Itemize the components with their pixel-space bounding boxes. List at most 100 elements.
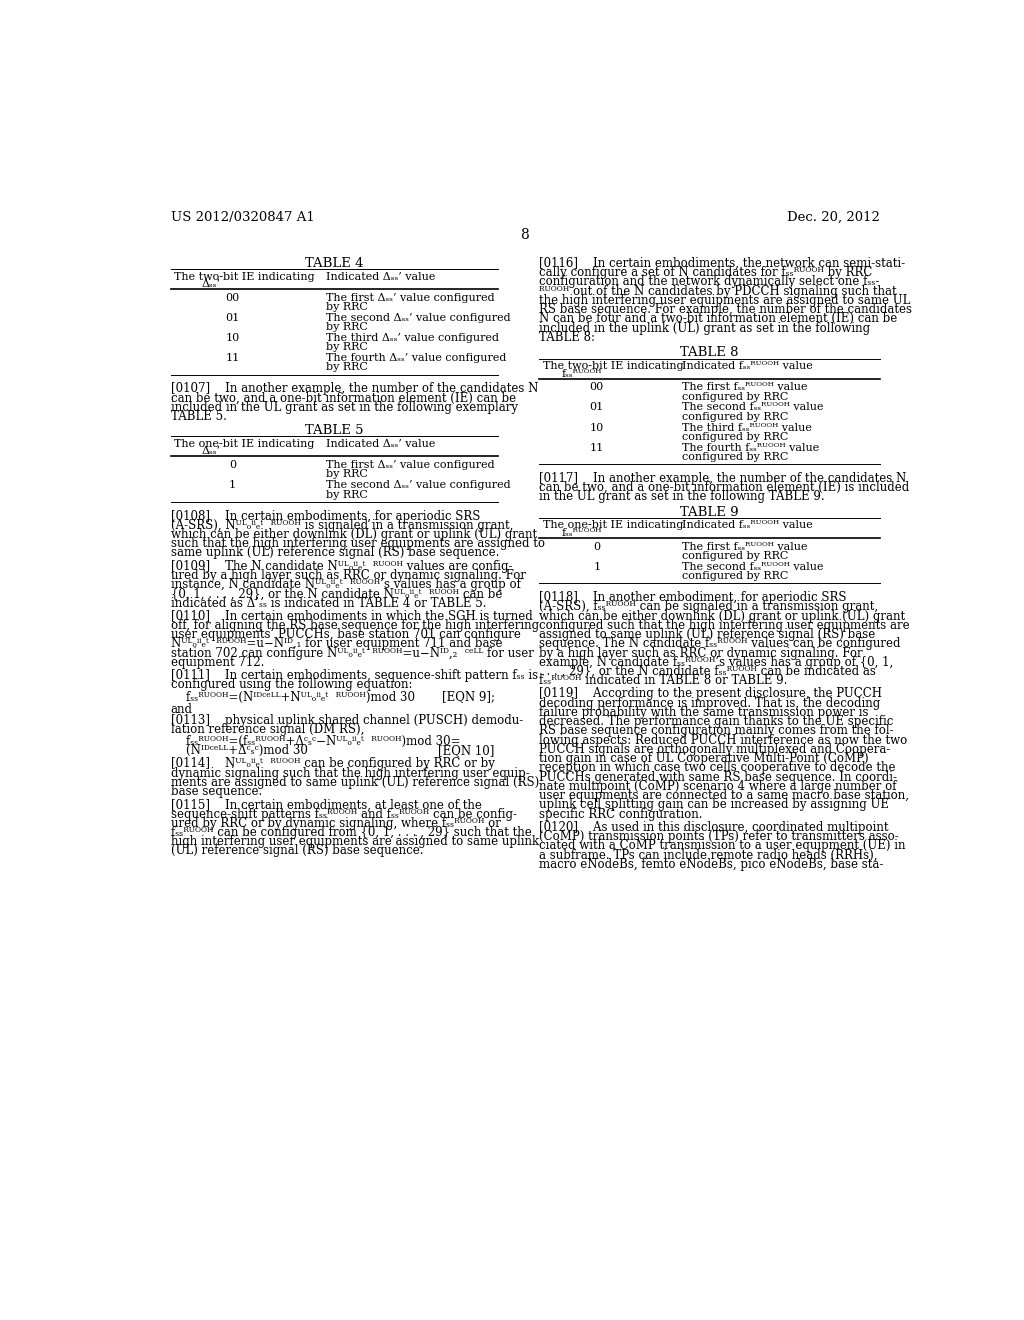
Text: US 2012/0320847 A1: US 2012/0320847 A1	[171, 211, 314, 224]
Text: The two-bit IE indicating: The two-bit IE indicating	[543, 360, 683, 371]
Text: [0107]    In another example, the number of the candidates N: [0107] In another example, the number of…	[171, 383, 538, 396]
Text: base sequence.: base sequence.	[171, 785, 262, 799]
Text: 1: 1	[593, 562, 600, 572]
Text: configured by RRC: configured by RRC	[682, 392, 788, 401]
Text: [0109]    The N candidate Nᵁᴸₒⁱⁱₑᵗ  ᴿᵁᴼᴼᴴ values are config-: [0109] The N candidate Nᵁᴸₒⁱⁱₑᵗ ᴿᵁᴼᴼᴴ va…	[171, 560, 512, 573]
Text: TABLE 8: TABLE 8	[680, 346, 738, 359]
Text: configuration and the network dynamically select one fₛₛ-: configuration and the network dynamicall…	[539, 276, 880, 289]
Text: fₛₛᴿᵁᴼᴼᴴ indicated in TABLE 8 or TABLE 9.: fₛₛᴿᵁᴼᴼᴴ indicated in TABLE 8 or TABLE 9…	[539, 675, 787, 688]
Text: The second fₛₛᴿᵁᴼᴼᴴ value: The second fₛₛᴿᵁᴼᴼᴴ value	[682, 562, 823, 572]
Text: The second Δₛₛ’ value configured: The second Δₛₛ’ value configured	[326, 313, 510, 323]
Text: [0115]    In certain embodiments, at least one of the: [0115] In certain embodiments, at least …	[171, 799, 481, 812]
Text: decoding performance is improved. That is, the decoding: decoding performance is improved. That i…	[539, 697, 880, 710]
Text: [0116]    In certain embodiments, the network can semi-stati-: [0116] In certain embodiments, the netwo…	[539, 257, 905, 271]
Text: TABLE 4: TABLE 4	[305, 257, 364, 271]
Text: 00: 00	[590, 383, 604, 392]
Text: 0: 0	[593, 543, 600, 552]
Text: included in the UL grant as set in the following exemplary: included in the UL grant as set in the f…	[171, 401, 517, 414]
Text: [0110]    In certain embodiments in which the SGH is turned: [0110] In certain embodiments in which t…	[171, 610, 532, 623]
Text: configured by RRC: configured by RRC	[682, 432, 788, 442]
Text: Δₛₛ’: Δₛₛ’	[202, 446, 220, 457]
Text: TABLE 5: TABLE 5	[305, 424, 364, 437]
Text: Indicated fₛₛᴿᵁᴼᴼᴴ value: Indicated fₛₛᴿᵁᴼᴼᴴ value	[682, 520, 813, 531]
Text: [0120]    As used in this disclosure, coordinated multipoint: [0120] As used in this disclosure, coord…	[539, 821, 888, 834]
Text: ments are assigned to same uplink (UL) reference signal (RS): ments are assigned to same uplink (UL) r…	[171, 776, 539, 789]
Text: which can be either downlink (DL) grant or uplink (UL) grant: which can be either downlink (DL) grant …	[171, 528, 537, 541]
Text: The fourth fₛₛᴿᵁᴼᴼᴴ value: The fourth fₛₛᴿᵁᴼᴼᴴ value	[682, 442, 819, 453]
Text: macro eNodeBs, femto eNodeBs, pico eNodeBs, base sta-: macro eNodeBs, femto eNodeBs, pico eNode…	[539, 858, 883, 871]
Text: N can be four and a two-bit information element (IE) can be: N can be four and a two-bit information …	[539, 313, 897, 326]
Text: RS base sequence. For example, the number of the candidates: RS base sequence. For example, the numbe…	[539, 304, 911, 317]
Text: nate multipoint (CoMP) scenario 4 where a large number of: nate multipoint (CoMP) scenario 4 where …	[539, 780, 896, 793]
Text: fₛₛᴿᵁᴼᴼᴴ: fₛₛᴿᵁᴼᴼᴴ	[562, 368, 602, 379]
Text: ured by RRC or by dynamic signaling, where fₛₛᴿᵁᴼᴼᴴ or: ured by RRC or by dynamic signaling, whe…	[171, 817, 501, 830]
Text: can be two, and a one-bit information element (IE) is included: can be two, and a one-bit information el…	[539, 480, 909, 494]
Text: The second fₛₛᴿᵁᴼᴼᴴ value: The second fₛₛᴿᵁᴼᴼᴴ value	[682, 403, 823, 412]
Text: . . . , 29}, or the N candidate fₛₛᴿᵁᴼᴼᴴ can be indicated as: . . . , 29}, or the N candidate fₛₛᴿᵁᴼᴼᴴ…	[539, 665, 876, 678]
Text: [0108]    In certain embodiments, for aperiodic SRS: [0108] In certain embodiments, for aperi…	[171, 510, 480, 523]
Text: 10: 10	[590, 422, 604, 433]
Text: fₛₛᴿᵁᴼᴼᴴ=(Nᴵᴰᶜᵉᴸᴸ+Nᵁᴸₒⁱⁱₑᵗ  ᴿᵁᴼᴼᴴ)mod 30: fₛₛᴿᵁᴼᴼᴴ=(Nᴵᴰᶜᵉᴸᴸ+Nᵁᴸₒⁱⁱₑᵗ ᴿᵁᴼᴼᴴ)mod 30	[186, 690, 415, 704]
Text: configured by RRC: configured by RRC	[682, 552, 788, 561]
Text: high interfering user equipments are assigned to same uplink: high interfering user equipments are ass…	[171, 836, 539, 849]
Text: 01: 01	[590, 403, 604, 412]
Text: configured such that the high interfering user equipments are: configured such that the high interferin…	[539, 619, 909, 632]
Text: configured by RRC: configured by RRC	[682, 412, 788, 421]
Text: sequence-shift patterns fₛₛᴿᵁᴼᴼᴴ and fₛₛᴿᵁᴼᴼᴴ can be config-: sequence-shift patterns fₛₛᴿᵁᴼᴼᴴ and fₛₛ…	[171, 808, 517, 821]
Text: [0118]    In another embodiment, for aperiodic SRS: [0118] In another embodiment, for aperio…	[539, 591, 846, 605]
Text: cally configure a set of N candidates for fₛₛᴿᵁᴼᴼᴴ by RRC: cally configure a set of N candidates fo…	[539, 267, 872, 280]
Text: by RRC: by RRC	[326, 363, 368, 372]
Text: The third fₛₛᴿᵁᴼᴼᴴ value: The third fₛₛᴿᵁᴼᴼᴴ value	[682, 422, 812, 433]
Text: such that the high interfering user equipments are assigned to: such that the high interfering user equi…	[171, 537, 545, 550]
Text: 11: 11	[225, 354, 240, 363]
Text: tion gain in case of UL Cooperative Multi-Point (CoMP): tion gain in case of UL Cooperative Mult…	[539, 752, 868, 766]
Text: The second Δₛₛ’ value configured: The second Δₛₛ’ value configured	[326, 480, 510, 490]
Text: 0: 0	[229, 461, 237, 470]
Text: by RRC: by RRC	[326, 342, 368, 352]
Text: configured by RRC: configured by RRC	[682, 572, 788, 581]
Text: equipment 712.: equipment 712.	[171, 656, 264, 669]
Text: which can be either downlink (DL) grant or uplink (UL) grant: which can be either downlink (DL) grant …	[539, 610, 905, 623]
Text: the high interfering user equipments are assigned to same UL: the high interfering user equipments are…	[539, 294, 910, 308]
Text: ciated with a CoMP transmission to a user equipment (UE) in: ciated with a CoMP transmission to a use…	[539, 840, 905, 853]
Text: TABLE 9: TABLE 9	[680, 506, 738, 519]
Text: The one-bit IE indicating: The one-bit IE indicating	[174, 438, 314, 449]
Text: in the UL grant as set in the following TABLE 9.: in the UL grant as set in the following …	[539, 490, 824, 503]
Text: dynamic signaling such that the high interfering user equip-: dynamic signaling such that the high int…	[171, 767, 529, 780]
Text: configured by RRC: configured by RRC	[682, 451, 788, 462]
Text: (A-SRS), fₛₛᴿᵁᴼᴼᴴ can be signaled in a transmission grant,: (A-SRS), fₛₛᴿᵁᴼᴼᴴ can be signaled in a t…	[539, 601, 878, 614]
Text: [0117]    In another example, the number of the candidates N: [0117] In another example, the number of…	[539, 471, 906, 484]
Text: fₛₛᴿᵁᴼᴼᴴ can be configured from {0, 1, . . . , 29} such that the: fₛₛᴿᵁᴼᴼᴴ can be configured from {0, 1, .…	[171, 826, 531, 840]
Text: reception in which case two cells cooperative to decode the: reception in which case two cells cooper…	[539, 762, 895, 775]
Text: indicated as Δ’ₛₛ is indicated in TABLE 4 or TABLE 5.: indicated as Δ’ₛₛ is indicated in TABLE …	[171, 597, 486, 610]
Text: 1: 1	[229, 480, 237, 490]
Text: user equipments are connected to a same macro base station,: user equipments are connected to a same …	[539, 789, 908, 803]
Text: 10: 10	[225, 333, 240, 343]
Text: TABLE 5.: TABLE 5.	[171, 411, 226, 424]
Text: (Nᴵᴰᶜᵉᴸᴸ+Δᶜₛᶜ)mod 30: (Nᴵᴰᶜᵉᴸᴸ+Δᶜₛᶜ)mod 30	[186, 744, 308, 758]
Text: [EQN 10]: [EQN 10]	[438, 744, 495, 758]
Text: by RRC: by RRC	[326, 490, 368, 499]
Text: The one-bit IE indicating: The one-bit IE indicating	[543, 520, 683, 531]
Text: PUCCH signals are orthogonally multiplexed and Coopera-: PUCCH signals are orthogonally multiplex…	[539, 743, 890, 756]
Text: The first fₛₛᴿᵁᴼᴼᴴ value: The first fₛₛᴿᵁᴼᴼᴴ value	[682, 543, 808, 552]
Text: 8: 8	[520, 227, 529, 242]
Text: [0119]    According to the present disclosure, the PUCCH: [0119] According to the present disclosu…	[539, 688, 882, 701]
Text: PUCCHs generated with same RS base sequence. In coordi-: PUCCHs generated with same RS base seque…	[539, 771, 897, 784]
Text: The first Δₛₛ’ value configured: The first Δₛₛ’ value configured	[326, 461, 495, 470]
Text: Indicated Δₛₛ’ value: Indicated Δₛₛ’ value	[326, 438, 435, 449]
Text: decreased. The performance gain thanks to the UE specific: decreased. The performance gain thanks t…	[539, 715, 893, 729]
Text: instance, N candidate Nᵁᴸₒⁱⁱₑᵗ  ᴿᵁᴼᴼᴴ’s values has a group of: instance, N candidate Nᵁᴸₒⁱⁱₑᵗ ᴿᵁᴼᴼᴴ’s v…	[171, 578, 520, 591]
Text: by RRC: by RRC	[326, 322, 368, 333]
Text: Indicated fₛₛᴿᵁᴼᴼᴴ value: Indicated fₛₛᴿᵁᴼᴼᴴ value	[682, 360, 813, 371]
Text: failure probability with the same transmission power is: failure probability with the same transm…	[539, 706, 868, 719]
Text: The third Δₛₛ’ value configured: The third Δₛₛ’ value configured	[326, 333, 499, 343]
Text: assigned to same uplink (UL) reference signal (RS) base: assigned to same uplink (UL) reference s…	[539, 628, 874, 642]
Text: [0114]    Nᵁᴸₒⁱⁱₑᵗ  ᴿᵁᴼᴼᴴ can be configured by RRC or by: [0114] Nᵁᴸₒⁱⁱₑᵗ ᴿᵁᴼᴼᴴ can be configured …	[171, 758, 495, 771]
Text: by a high layer such as RRC or dynamic signaling. For: by a high layer such as RRC or dynamic s…	[539, 647, 862, 660]
Text: by RRC: by RRC	[326, 470, 368, 479]
Text: {0, 1, . . . , 29}, or the N candidate Nᵁᴸₒⁱⁱₑᵗ  ᴿᵁᴼᴼᴴ can be: {0, 1, . . . , 29}, or the N candidate N…	[171, 587, 502, 601]
Text: fₛₛᴿᵁᴼᴼᴴ: fₛₛᴿᵁᴼᴼᴴ	[562, 528, 602, 539]
Text: 11: 11	[590, 442, 604, 453]
Text: Indicated Δₛₛ’ value: Indicated Δₛₛ’ value	[326, 272, 435, 281]
